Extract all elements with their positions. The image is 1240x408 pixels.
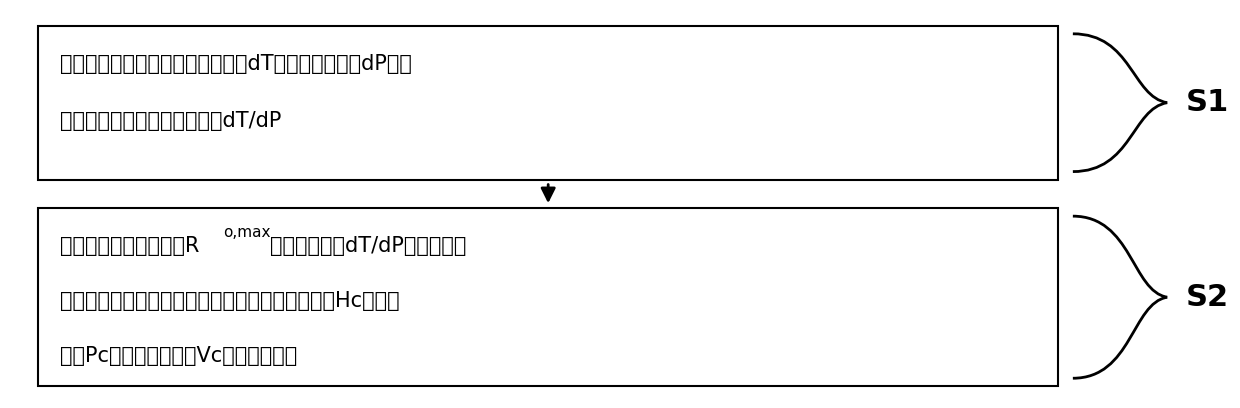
Text: S2: S2 [1185,283,1229,312]
Text: S1: S1 [1185,88,1229,117]
FancyBboxPatch shape [38,208,1058,386]
Text: o,max: o,max [223,225,270,240]
Text: 利用镜质组最大反射率R: 利用镜质组最大反射率R [61,236,200,256]
Text: 压力Pc以及临界吸附量Vc中的至少一种: 压力Pc以及临界吸附量Vc中的至少一种 [61,346,298,366]
FancyBboxPatch shape [38,26,1058,180]
Text: 和温压梯度比dT/dP计算煤层气: 和温压梯度比dT/dP计算煤层气 [270,236,466,256]
Text: 定义为温压梯度比，并表示为dT/dP: 定义为温压梯度比，并表示为dT/dP [61,111,281,131]
Text: 吸附极大值，所述煤层气吸附极大值包括临界埋深Hc、临界: 吸附极大值，所述煤层气吸附极大值包括临界埋深Hc、临界 [61,291,401,311]
Text: 在等埋深变化时，将地温变化数值dT与压力变化数值dP比，: 在等埋深变化时，将地温变化数值dT与压力变化数值dP比， [61,54,412,74]
